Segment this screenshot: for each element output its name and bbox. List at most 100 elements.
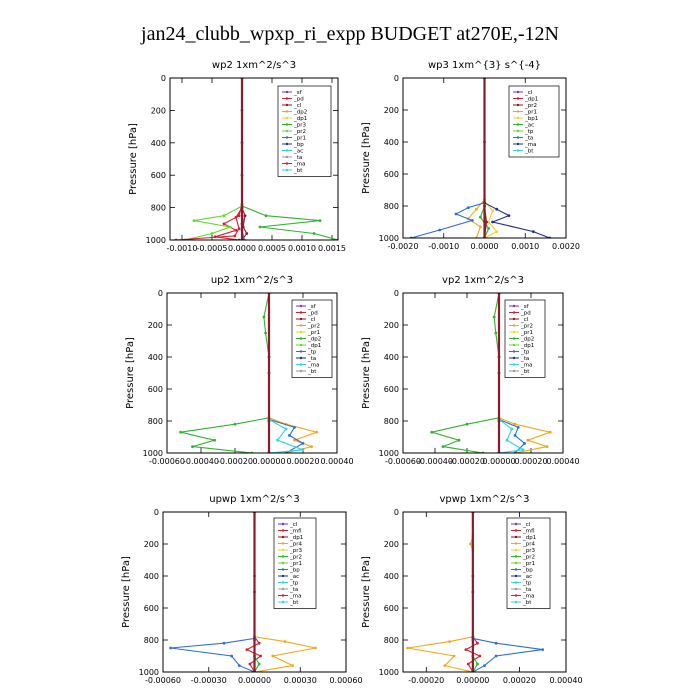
legend-marker (299, 304, 303, 308)
data-point (222, 222, 226, 226)
y-tick-label: 200 (384, 106, 399, 115)
legend: _sf_pd_cl_pr2_pr1_dp2_dp1_tp_ta_ma_bt (504, 299, 546, 378)
series-group (429, 293, 553, 453)
legend-marker (285, 149, 289, 152)
legend: _cl_mfl_dp1_pr4_pr3_pr2_pr1_bp_ac_tp_ta_… (506, 517, 551, 609)
legend-marker (281, 548, 285, 552)
plot-frame (166, 292, 338, 454)
data-point (465, 422, 469, 426)
y-axis-label: Pressure [hPa] (361, 122, 372, 194)
legend-entry: _cl (289, 522, 298, 528)
legend-marker (299, 311, 303, 314)
legend-marker (299, 330, 303, 334)
legend-entry: _tp (524, 129, 534, 135)
legend-marker (514, 574, 518, 578)
data-point (237, 227, 241, 231)
y-tick-label: 0 (394, 74, 399, 83)
legend: _sf_pd_cl_pr2_pr1_dp2_dp1_tp_ta_ma_bt (291, 299, 333, 378)
legend-entry: _dp2 (520, 337, 534, 343)
y-tick-label: 800 (148, 417, 163, 426)
x-tick-label: 0.00040 (549, 676, 582, 685)
legend-marker (281, 574, 285, 578)
figure-title: jan24_clubb_wpxp_ri_expp BUDGET at270E,-… (140, 23, 559, 45)
data-point (483, 664, 486, 667)
data-point (545, 445, 549, 448)
data-point (491, 209, 494, 213)
y-tick-label: 800 (384, 417, 399, 426)
series-group (169, 512, 317, 672)
series-group (406, 512, 545, 672)
data-point (476, 641, 479, 645)
data-point (487, 227, 490, 230)
series-line_pr1 (483, 78, 498, 238)
legend-entry: _sf (307, 304, 317, 310)
legend-marker (299, 343, 303, 347)
data-point (548, 430, 552, 434)
legend-marker (514, 561, 518, 565)
y-axis-label: Pressure [hPa] (125, 337, 136, 409)
legend-marker (299, 317, 303, 321)
data-point (466, 206, 470, 210)
data-point (288, 434, 291, 437)
legend-marker (281, 535, 285, 539)
legend-entry: _ma (307, 363, 319, 369)
x-tick-label: 0.0010 (511, 242, 539, 251)
data-point (293, 426, 296, 429)
legend-entry: _pr1 (520, 330, 533, 336)
legend-marker (512, 363, 516, 366)
data-point (495, 230, 499, 234)
x-tick-label: 0.0005 (258, 244, 286, 253)
x-tick-label: 0.00040 (320, 457, 353, 466)
plot-frame (402, 77, 567, 239)
x-tick-label: -0.0005 (197, 244, 228, 253)
data-point (492, 315, 496, 319)
legend-entry: _bp (522, 568, 533, 574)
data-point (406, 646, 410, 650)
data-point (312, 232, 316, 235)
legend-marker (285, 110, 289, 113)
data-point (469, 542, 472, 546)
legend-marker (285, 155, 289, 159)
panel-title: up2 1xm^2/s^3 (211, 275, 293, 286)
legend-entry: _bp (293, 142, 304, 148)
data-point (521, 448, 525, 452)
data-point (234, 215, 238, 219)
data-point (507, 214, 511, 218)
y-tick-label: 1000 (139, 668, 159, 677)
legend-marker (299, 350, 303, 353)
legend-entry: _ma (289, 594, 301, 600)
legend-marker (514, 568, 518, 571)
legend-entry: _bp1 (524, 116, 538, 122)
data-point (264, 214, 268, 218)
data-point (301, 448, 305, 452)
series-line_tp (410, 78, 486, 238)
x-tick-label: -0.00060 (149, 457, 185, 466)
legend-marker (285, 123, 289, 126)
data-point (243, 214, 247, 218)
legend-marker (512, 337, 516, 340)
legend-entry: _pr4 (522, 542, 536, 548)
legend-entry: _ma (520, 363, 532, 369)
legend-entry: _bt (520, 369, 530, 375)
data-point (245, 648, 249, 651)
data-point (233, 234, 237, 238)
legend-entry: _pr3 (522, 548, 536, 554)
x-tick-label: 0.00000 (238, 676, 271, 685)
legend-entry: _pd (307, 311, 318, 317)
data-point (466, 662, 470, 666)
data-point (237, 214, 241, 218)
data-point (510, 427, 514, 431)
data-point (441, 445, 445, 448)
data-point (494, 641, 498, 645)
data-point (438, 228, 442, 232)
data-point (234, 228, 238, 232)
data-point (532, 230, 535, 234)
series-group (409, 78, 552, 238)
legend-entry: _tp (522, 581, 532, 587)
legend-entry: _dp1 (520, 343, 534, 349)
legend-entry: _dp1 (289, 535, 303, 541)
legend-entry: _pr2 (524, 103, 537, 109)
data-point (179, 430, 183, 434)
y-tick-label: 600 (384, 604, 399, 613)
legend-marker (281, 587, 285, 591)
